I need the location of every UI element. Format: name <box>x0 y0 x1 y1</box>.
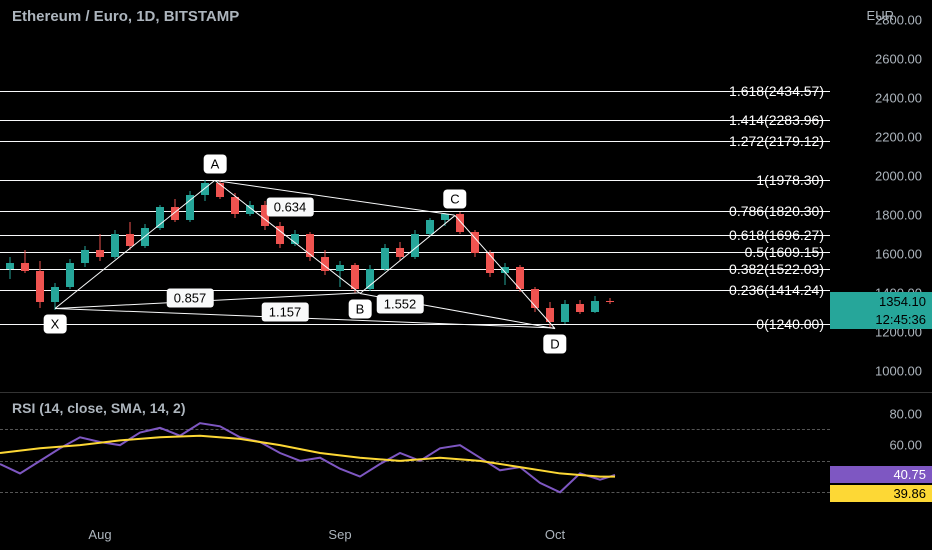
fib-label: 0.786(1820.30) <box>727 203 826 219</box>
main-price-chart[interactable]: 1.618(2434.57) 1.414(2283.96) 1.272(2179.1… <box>0 0 830 390</box>
pattern-point-label: C <box>443 189 466 208</box>
pattern-point-label: A <box>204 154 227 173</box>
pattern-point-label: X <box>44 315 67 334</box>
price-tick: 2200.00 <box>875 129 922 144</box>
harmonic-pattern-line <box>360 215 456 294</box>
time-tick: Aug <box>88 527 111 542</box>
price-tick: 2400.00 <box>875 90 922 105</box>
pattern-ratio-label: 0.857 <box>167 289 214 308</box>
candle <box>576 300 584 314</box>
pattern-point-label: D <box>543 334 566 353</box>
fib-label: 0.618(1696.27) <box>727 227 826 243</box>
fib-label: 0.236(1414.24) <box>727 282 826 298</box>
harmonic-pattern-line <box>455 215 556 329</box>
rsi-lines <box>0 398 830 508</box>
candle <box>96 234 104 261</box>
panel-divider <box>0 392 932 393</box>
pattern-point-label: B <box>349 299 372 318</box>
candle <box>81 246 89 267</box>
fib-label: 0.5(1609.15) <box>743 244 826 260</box>
candle <box>66 259 74 288</box>
fib-label: 0.382(1522.03) <box>727 261 826 277</box>
price-tick: 1800.00 <box>875 207 922 222</box>
fib-line <box>0 180 830 181</box>
time-axis: Aug Sep Oct <box>0 520 830 550</box>
candle <box>21 250 29 273</box>
price-tick: 2800.00 <box>875 12 922 27</box>
fib-line <box>0 269 830 270</box>
candle <box>111 230 119 259</box>
fib-label: 1(1978.30) <box>754 172 826 188</box>
fib-line <box>0 141 830 142</box>
fib-line <box>0 120 830 121</box>
fib-label: 0(1240.00) <box>754 316 826 332</box>
pattern-ratio-label: 1.157 <box>262 303 309 322</box>
price-tick: 1600.00 <box>875 246 922 261</box>
price-tick: 2000.00 <box>875 168 922 183</box>
fib-label: 1.272(2179.12) <box>727 133 826 149</box>
fib-line <box>0 290 830 291</box>
price-axis: 2800.00 2600.00 2400.00 2200.00 2000.00 1800.… <box>830 0 932 390</box>
candle <box>36 261 44 308</box>
fib-label: 1.618(2434.57) <box>727 83 826 99</box>
rsi-tick: 60.00 <box>889 438 922 453</box>
candle <box>6 257 14 278</box>
pattern-ratio-label: 1.552 <box>377 295 424 314</box>
time-tick: Sep <box>328 527 351 542</box>
time-tick: Oct <box>545 527 565 542</box>
fib-line <box>0 324 830 325</box>
candle <box>276 222 284 247</box>
candle <box>561 300 569 323</box>
rsi-tick: 80.00 <box>889 406 922 421</box>
countdown-badge: 12:45:36 <box>830 310 932 329</box>
rsi-panel[interactable]: RSI (14, close, SMA, 14, 2) <box>0 398 830 508</box>
candle <box>606 298 614 304</box>
price-tick: 1000.00 <box>875 363 922 378</box>
current-price-badge: 1354.10 <box>830 292 932 311</box>
fib-line <box>0 91 830 92</box>
candle <box>381 244 389 271</box>
pattern-ratio-label: 0.634 <box>267 197 314 216</box>
fib-label: 1.414(2283.96) <box>727 112 826 128</box>
rsi-sma-value-badge: 39.86 <box>830 485 932 502</box>
fib-line <box>0 211 830 212</box>
price-tick: 2600.00 <box>875 51 922 66</box>
candle <box>591 296 599 313</box>
rsi-axis: 80.0060.0040.0040.7539.86 <box>830 398 932 508</box>
rsi-value-badge: 40.75 <box>830 466 932 483</box>
